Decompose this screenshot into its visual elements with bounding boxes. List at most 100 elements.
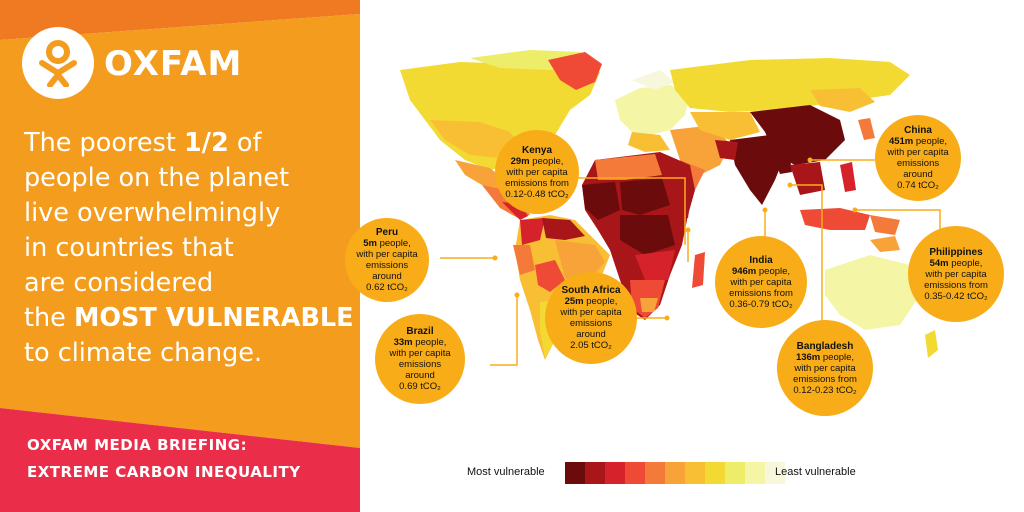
callout-detail: around xyxy=(405,370,435,381)
callout-detail: with per capita xyxy=(356,249,418,260)
south-asia xyxy=(715,135,792,205)
headline-emphasis: 1/2 xyxy=(183,128,229,158)
callout-detail: 0.36-0.79 tCO₂ xyxy=(729,298,793,310)
callout-text-line: emissions xyxy=(570,318,612,329)
headline-text: people on the planet xyxy=(24,163,290,193)
callout-text-line: 946m people, xyxy=(732,266,790,277)
callout-detail: emissions from xyxy=(505,177,569,189)
callout-detail: 0.35-0.42 tCO₂ xyxy=(924,290,988,302)
callout-detail: emissions from xyxy=(729,287,793,299)
callout-detail: around xyxy=(372,271,402,282)
callout-south-africa: South Africa 25m people, with per capita em… xyxy=(545,272,637,364)
callout-detail: with per capita xyxy=(730,276,792,288)
callout-text-line: emissions from xyxy=(924,280,988,291)
callout-country: Peru xyxy=(375,227,399,238)
headline-text: are considered xyxy=(24,268,214,298)
headline-line: The poorest 1/2 of xyxy=(24,126,354,161)
callout-country: Philippines xyxy=(929,246,983,258)
callout-detail: 0.74 tCO₂ xyxy=(897,180,939,191)
legend-least-label: Least vulnerable xyxy=(775,466,856,478)
europe xyxy=(615,70,690,152)
headline-text: in countries that xyxy=(24,233,234,263)
callout-text-line: 451m people, xyxy=(889,136,947,147)
legend-swatch xyxy=(645,462,665,484)
callout-detail: around xyxy=(576,329,606,340)
east-asia xyxy=(750,88,875,195)
callout-detail: with per capita xyxy=(887,147,949,158)
callout-china: China 451m people, with per capita emission… xyxy=(875,115,961,201)
callout-text-line: with per capita xyxy=(925,269,986,280)
callout-detail: with per capita xyxy=(925,268,987,280)
briefing-line-2: EXTREME CARBON INEQUALITY xyxy=(27,463,301,481)
callout-population: 946m xyxy=(731,265,757,277)
callout-detail: people, xyxy=(948,257,983,269)
callout-philippines: Philippines 54m people, with per capita emi… xyxy=(908,226,1004,322)
callout-detail: 0.12-0.48 tCO₂ xyxy=(505,188,569,200)
callout-population: 33m xyxy=(393,337,413,348)
callout-text-line: with per capita xyxy=(389,348,450,359)
callout-population: 451m xyxy=(888,136,914,147)
callout-peru: Peru 5m people, with per capita emissions ar… xyxy=(345,218,429,302)
callout-country: India xyxy=(749,254,773,266)
headline-line: to climate change. xyxy=(24,336,354,371)
legend-swatch xyxy=(605,462,625,484)
callout-text-line: with per capita xyxy=(560,307,621,318)
callout-detail: 2.05 tCO₂ xyxy=(570,340,612,351)
headline-line: live overwhelmingly xyxy=(24,196,354,231)
callout-detail: people, xyxy=(529,155,564,167)
callout-text-line: around xyxy=(903,169,933,180)
callout-population: 136m xyxy=(795,351,821,363)
callout-text-line: emissions xyxy=(897,158,939,169)
callout-detail: emissions xyxy=(398,359,442,370)
callout-population: 25m xyxy=(564,296,584,307)
callout-text-line: 54m people, xyxy=(930,258,983,269)
callout-country: China xyxy=(904,125,932,136)
legend-swatch xyxy=(585,462,605,484)
legend-swatch xyxy=(565,462,585,484)
callout-detail: emissions xyxy=(569,318,613,329)
callout-population: 54m xyxy=(929,257,949,269)
headline-text: the xyxy=(24,303,74,333)
callout-text-line: with per capita xyxy=(356,249,417,260)
callout-text-line: around xyxy=(405,370,435,381)
callout-text-line: emissions from xyxy=(793,374,857,385)
callout-detail: people, xyxy=(412,337,447,348)
callout-country: Kenya xyxy=(521,144,552,156)
callout-brazil: Brazil 33m people, with per capita emission… xyxy=(375,314,465,404)
callout-text-line: around xyxy=(576,329,606,340)
legend-swatch xyxy=(685,462,705,484)
headline-line: are considered xyxy=(24,266,354,301)
callout-text-line: 33m people, xyxy=(394,337,447,348)
callout-text-line: 0.62 tCO₂ xyxy=(366,282,408,293)
callout-detail: with per capita xyxy=(389,348,451,359)
callout-text-line: 25m people, xyxy=(565,296,618,307)
callout-population: 5m xyxy=(363,238,377,249)
callout-detail: people, xyxy=(376,238,411,249)
callout-text-line: 29m people, xyxy=(511,156,564,167)
headline-emphasis: MOST VULNERABLE xyxy=(73,303,354,333)
brand-name: OXFAM xyxy=(104,44,243,84)
oxfam-logo[interactable] xyxy=(22,27,94,99)
media-briefing: OXFAM MEDIA BRIEFING: EXTREME CARBON INE… xyxy=(27,432,301,486)
callout-detail: people, xyxy=(756,265,791,277)
callout-text-line: emissions xyxy=(399,359,441,370)
headline-text: live overwhelmingly xyxy=(24,198,281,228)
callout-detail: people, xyxy=(583,296,618,307)
callout-text-line: emissions xyxy=(366,260,408,271)
legend-swatch xyxy=(665,462,685,484)
callout-bangladesh: Bangladesh 136m people, with per capita emi… xyxy=(777,320,873,416)
callout-text-line: emissions from xyxy=(729,288,793,299)
headline-text: of xyxy=(228,128,262,158)
oxfam-person-icon xyxy=(39,40,77,87)
callout-text-line: 2.05 tCO₂ xyxy=(570,340,612,351)
callout-detail: 0.62 tCO₂ xyxy=(366,282,408,293)
russia xyxy=(670,58,910,112)
callout-detail: emissions from xyxy=(924,279,988,291)
callout-text-line: 0.12-0.23 tCO₂ xyxy=(793,385,856,396)
legend-swatch xyxy=(745,462,765,484)
oceania xyxy=(825,236,938,358)
callout-detail: with per capita xyxy=(506,166,568,178)
callout-detail: emissions xyxy=(365,260,409,271)
callout-text-line: 136m people, xyxy=(796,352,854,363)
world-vulnerability-map xyxy=(400,50,938,360)
